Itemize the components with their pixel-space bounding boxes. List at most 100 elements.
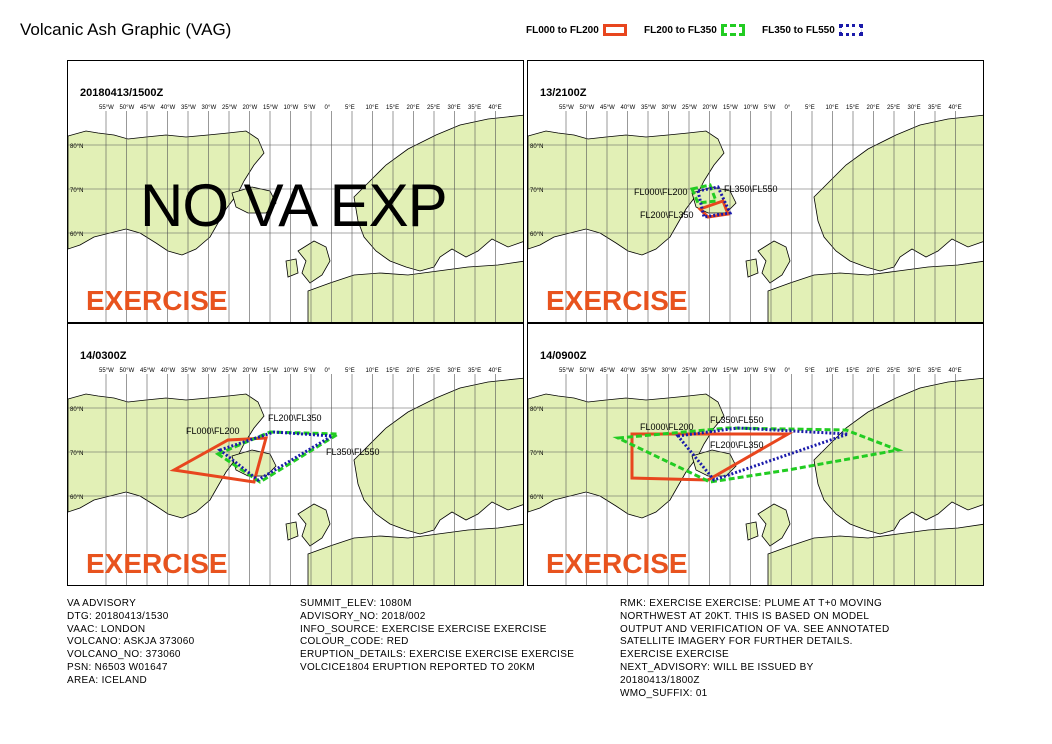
- map-canvas: 55°W 50°W 45°W 40°W 35°W 30°W 25°W 20°W 15°W 10°W…: [68, 105, 523, 322]
- longitude-tick-label: 0°: [325, 105, 331, 111]
- longitude-tick-label: 25°W: [682, 105, 697, 111]
- latitude-tick-label: 60°N: [70, 495, 83, 501]
- exercise-watermark: EXERCISE: [546, 548, 688, 579]
- longitude-tick-label: 35°E: [468, 368, 481, 374]
- land-mass: [745, 258, 759, 278]
- ash-area-fl350-fl550: [696, 185, 733, 219]
- longitude-tick-label: 0°: [785, 368, 791, 374]
- longitude-tick-label: 40°W: [161, 105, 176, 111]
- advisory-line: 20180413/1800Z: [620, 674, 700, 686]
- longitude-tick-label: 5°E: [345, 368, 355, 374]
- latitude-tick-label: 70°N: [70, 188, 83, 194]
- ash-area-label: FL350\FL550: [724, 184, 778, 194]
- longitude-tick-label: 20°E: [867, 368, 880, 374]
- longitude-tick-label: 10°W: [744, 368, 759, 374]
- ash-area-fl350-fl550: [216, 430, 337, 482]
- latitude-tick-label: 70°N: [530, 451, 543, 457]
- advisory-line: VOLCANO: ASKJA 373060: [67, 636, 195, 648]
- longitude-tick-label: 5°E: [345, 105, 355, 111]
- longitude-tick-label: 20°E: [407, 368, 420, 374]
- land-mass: [285, 521, 299, 541]
- land-mass: [68, 393, 265, 519]
- latitude-tick-label: 80°N: [70, 144, 83, 150]
- longitude-tick-label: 15°W: [723, 105, 738, 111]
- longitude-tick-label: 30°W: [662, 368, 677, 374]
- longitude-tick-label: 55°W: [99, 105, 114, 111]
- latitude-tick-label: 60°N: [70, 232, 83, 238]
- longitude-tick-label: 40°E: [949, 105, 962, 111]
- longitude-tick-label: 55°W: [559, 368, 574, 374]
- panel-valid-time: 14/0300Z: [80, 350, 127, 362]
- forecast-panel-t18: 55°W 50°W 45°W 40°W 35°W 30°W 25°W 20°W 15°W 10°W…: [527, 323, 984, 586]
- longitude-tick-label: 45°W: [140, 368, 155, 374]
- longitude-tick-label: 10°W: [284, 368, 299, 374]
- advisory-line: SATELLITE IMAGERY FOR FURTHER DETAILS.: [620, 636, 853, 648]
- legend-item-fl200-fl350: FL200 to FL350: [644, 24, 745, 36]
- longitude-tick-label: 20°W: [243, 368, 258, 374]
- map-canvas: 55°W 50°W 45°W 40°W 35°W 30°W 25°W 20°W 15°W 10°W…: [68, 368, 523, 585]
- ash-area-fl350-fl550: [675, 426, 849, 482]
- base-map: 55°W 50°W 45°W 40°W 35°W 30°W 25°W 20°W 15°W 10°W…: [68, 368, 523, 585]
- longitude-tick-label: 0°: [785, 105, 791, 111]
- ash-area-fl000-fl200: [169, 436, 268, 484]
- longitude-tick-label: 5°E: [805, 105, 815, 111]
- no-va-expected-label: NO VA EXP: [140, 172, 448, 239]
- ash-area-fl200-fl350: [612, 426, 904, 484]
- land-mass: [231, 186, 277, 214]
- forecast-panel-t6: 55°W 50°W 45°W 40°W 35°W 30°W 25°W 20°W 15°W 10°W…: [527, 60, 984, 323]
- land-mass: [68, 130, 265, 256]
- longitude-tick-label: 10°E: [366, 368, 379, 374]
- advisory-block-middle: SUMMIT_ELEV: 1080M ADVISORY_NO: 2018/002…: [300, 598, 574, 675]
- longitude-tick-label: 10°E: [826, 105, 839, 111]
- advisory-line: RMK: EXERCISE EXERCISE: PLUME AT T+0 MOV…: [620, 598, 883, 609]
- longitude-tick-label: 40°E: [489, 368, 502, 374]
- ash-cloud-areas: [689, 183, 733, 219]
- longitude-tick-label: 30°W: [662, 105, 677, 111]
- land-mass: [528, 393, 725, 519]
- advisory-line: NEXT_ADVISORY: WILL BE ISSUED BY: [620, 661, 814, 673]
- advisory-line: COLOUR_CODE: RED: [300, 636, 409, 648]
- ash-cloud-areas: [169, 430, 344, 484]
- advisory-line: VOLCANO_NO: 373060: [67, 649, 181, 661]
- land-mass: [353, 114, 523, 272]
- advisory-line: VOLCICE1804 ERUPTION REPORTED TO 20KM: [300, 661, 536, 673]
- advisory-line: ERUPTION_DETAILS: EXERCISE EXERCISE EXER…: [300, 649, 575, 661]
- longitude-tick-label: 5°W: [304, 105, 316, 111]
- longitude-tick-label: 15°E: [846, 105, 859, 111]
- exercise-watermark: EXERCISE: [546, 285, 688, 316]
- longitude-tick-label: 15°E: [386, 368, 399, 374]
- longitude-tick-label: 40°E: [949, 368, 962, 374]
- land-mass: [745, 521, 759, 541]
- ash-area-label: FL000\FL200: [640, 422, 694, 432]
- longitude-tick-label: 10°E: [826, 368, 839, 374]
- longitude-tick-label: 25°E: [427, 368, 440, 374]
- base-map: 55°W 50°W 45°W 40°W 35°W 30°W 25°W 20°W 15°W 10°W…: [528, 368, 983, 585]
- longitude-tick-label: 20°W: [703, 105, 718, 111]
- ash-area-label: FL200\FL350: [640, 210, 694, 220]
- latitude-tick-label: 80°N: [530, 407, 543, 413]
- latitude-tick-label: 70°N: [530, 188, 543, 194]
- legend-swatch-dashed: [720, 24, 745, 36]
- longitude-tick-label: 25°E: [887, 368, 900, 374]
- legend-label: FL200 to FL350: [644, 24, 717, 36]
- advisory-line: PSN: N6503 W01647: [67, 661, 168, 673]
- longitude-tick-label: 40°W: [621, 105, 636, 111]
- advisory-line: VA ADVISORY: [67, 598, 137, 609]
- latitude-tick-label: 70°N: [70, 451, 83, 457]
- longitude-tick-label: 35°W: [181, 368, 196, 374]
- ash-area-fl200-fl350: [214, 430, 344, 484]
- ash-area-label: FL000\FL200: [634, 187, 688, 197]
- land-mass: [353, 377, 523, 535]
- advisory-line: SUMMIT_ELEV: 1080M: [300, 598, 412, 609]
- longitude-tick-label: 45°W: [600, 105, 615, 111]
- longitude-tick-label: 15°W: [263, 368, 278, 374]
- ash-area-label: FL350\FL550: [710, 415, 764, 425]
- longitude-tick-label: 25°E: [887, 105, 900, 111]
- land-mass: [757, 503, 791, 547]
- ash-cloud-areas: [612, 426, 904, 484]
- longitude-tick-label: 10°W: [744, 105, 759, 111]
- panel-valid-time: 20180413/1500Z: [80, 87, 164, 99]
- legend-swatch-solid: [602, 24, 627, 36]
- map-canvas: 55°W 50°W 45°W 40°W 35°W 30°W 25°W 20°W 15°W 10°W…: [528, 368, 983, 585]
- legend-swatch-dotted: [838, 24, 863, 36]
